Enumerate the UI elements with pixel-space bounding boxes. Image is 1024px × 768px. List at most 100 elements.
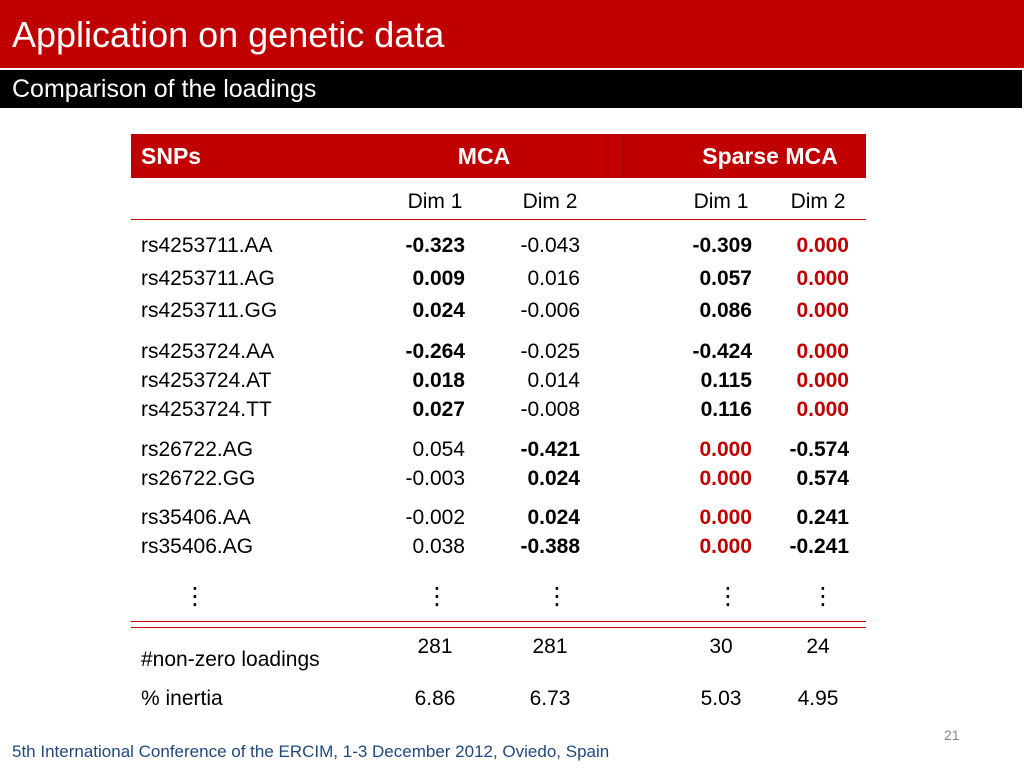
table-row: rs4253711.AA -0.323 -0.043 -0.309 0.000 bbox=[131, 231, 866, 261]
table-row: rs35406.AG 0.038 -0.388 0.000 -0.241 bbox=[131, 532, 866, 562]
sparse-dim2-loading: 0.241 bbox=[796, 506, 849, 529]
mca-dim1-loading: -0.323 bbox=[405, 234, 465, 257]
mca-dim1-loading: 0.024 bbox=[412, 299, 465, 322]
vertical-ellipsis: ⋮ bbox=[183, 582, 207, 610]
sparse-dim2-value: 4.95 bbox=[797, 687, 839, 710]
mca-dim1-loading: -0.003 bbox=[405, 467, 465, 490]
snp-label: rs26722.GG bbox=[141, 467, 256, 490]
sparse-dim2-value: 24 bbox=[806, 635, 830, 658]
sparse-dim2-loading: 0.000 bbox=[796, 267, 849, 290]
header-mca: MCA bbox=[457, 143, 511, 169]
sparse-dim1-loading: 0.000 bbox=[699, 438, 752, 461]
slide-title: Application on genetic data bbox=[12, 14, 445, 55]
sparse-dim1-loading: 0.116 bbox=[700, 398, 752, 421]
sparse-dim1-loading: -0.424 bbox=[692, 340, 752, 363]
snp-label: rs4253724.TT bbox=[141, 398, 272, 421]
table-row: rs4253711.AG 0.009 0.016 0.057 0.000 bbox=[131, 264, 866, 294]
ellipsis-row: ⋮ ⋮ ⋮ ⋮ ⋮ bbox=[131, 581, 866, 611]
footer-text: 5th International Conference of the ERCI… bbox=[12, 742, 610, 761]
mca-dim1-loading: 0.009 bbox=[412, 267, 465, 290]
table-row: rs4253724.AT 0.018 0.014 0.115 0.000 bbox=[131, 366, 866, 396]
subheader-sparse-dim2: Dim 2 bbox=[790, 190, 846, 213]
table-subheader-row: Dim 1 Dim 2 Dim 1 Dim 2 bbox=[131, 187, 866, 217]
sparse-dim1-loading: 0.086 bbox=[699, 299, 752, 322]
mca-dim1-loading: -0.264 bbox=[405, 340, 465, 363]
summary-rule-bottom bbox=[131, 627, 866, 628]
mca-dim2-loading: -0.025 bbox=[520, 340, 580, 363]
summary-rule-top bbox=[131, 621, 866, 622]
sparse-dim1-loading: 0.000 bbox=[699, 506, 752, 529]
snp-label: rs4253711.AG bbox=[141, 267, 275, 290]
mca-dim1-loading: 0.054 bbox=[412, 438, 465, 461]
header-divider bbox=[597, 134, 598, 178]
snp-label: rs4253724.AA bbox=[141, 340, 275, 363]
table-header-row: SNPs MCA Sparse MCA bbox=[131, 134, 866, 178]
snp-label: rs35406.AG bbox=[141, 535, 254, 558]
sparse-dim2-loading: 0.000 bbox=[796, 340, 849, 363]
sparse-dim1-value: 30 bbox=[709, 635, 733, 658]
mca-dim1-loading: 0.038 bbox=[412, 535, 465, 558]
header-sparse-mca: Sparse MCA bbox=[702, 143, 838, 169]
sparse-dim2-loading: 0.574 bbox=[796, 467, 849, 490]
sparse-dim1-loading: -0.309 bbox=[692, 234, 752, 257]
sparse-dim1-loading: 0.115 bbox=[700, 369, 752, 392]
vertical-ellipsis: ⋮ bbox=[811, 582, 835, 610]
mca-dim2-value: 281 bbox=[532, 635, 568, 658]
mca-dim2-value: 6.73 bbox=[529, 687, 571, 710]
header-rule bbox=[131, 219, 866, 220]
vertical-ellipsis: ⋮ bbox=[716, 582, 740, 610]
vertical-ellipsis: ⋮ bbox=[545, 582, 569, 610]
table-row: rs26722.GG -0.003 0.024 0.000 0.574 bbox=[131, 464, 866, 494]
mca-dim2-loading: 0.024 bbox=[527, 506, 580, 529]
mca-dim2-loading: 0.024 bbox=[527, 467, 580, 490]
snp-label: rs35406.AA bbox=[141, 506, 251, 529]
snp-label: rs4253711.AA bbox=[141, 234, 273, 257]
mca-dim1-loading: 0.027 bbox=[412, 398, 465, 421]
mca-dim2-loading: -0.006 bbox=[520, 299, 580, 322]
sparse-dim2-loading: 0.000 bbox=[796, 299, 849, 322]
mca-dim2-loading: 0.016 bbox=[527, 267, 580, 290]
subheader-sparse-dim1: Dim 1 bbox=[693, 190, 749, 213]
mca-dim1-value: 6.86 bbox=[414, 687, 456, 710]
sparse-dim2-loading: 0.000 bbox=[796, 234, 849, 257]
table-row: rs26722.AG 0.054 -0.421 0.000 -0.574 bbox=[131, 435, 866, 465]
snp-label: rs4253724.AT bbox=[141, 369, 272, 392]
summary-label: % inertia bbox=[141, 687, 223, 710]
vertical-ellipsis: ⋮ bbox=[425, 582, 449, 610]
snp-label: rs26722.AG bbox=[141, 438, 254, 461]
sparse-dim2-loading: 0.000 bbox=[796, 369, 849, 392]
summary-label: #non-zero loadings bbox=[141, 648, 320, 671]
subheader-mca-dim2: Dim 2 bbox=[522, 190, 578, 213]
snp-label: rs4253711.GG bbox=[141, 299, 278, 322]
sparse-dim2-loading: 0.000 bbox=[796, 398, 849, 421]
title-bar: Application on genetic data bbox=[0, 0, 1024, 68]
mca-dim2-loading: -0.008 bbox=[520, 398, 580, 421]
mca-dim1-value: 281 bbox=[417, 635, 453, 658]
table-row: rs4253711.GG 0.024 -0.006 0.086 0.000 bbox=[131, 296, 866, 326]
slide-subtitle: Comparison of the loadings bbox=[12, 75, 317, 103]
table-row: rs4253724.TT 0.027 -0.008 0.116 0.000 bbox=[131, 395, 866, 425]
page-number: 21 bbox=[944, 727, 960, 743]
subheader-mca-dim1: Dim 1 bbox=[407, 190, 463, 213]
mca-dim2-loading: -0.043 bbox=[520, 234, 580, 257]
subtitle-bar: Comparison of the loadings bbox=[0, 70, 1022, 108]
table-row: rs35406.AA -0.002 0.024 0.000 0.241 bbox=[131, 503, 866, 533]
mca-dim2-loading: 0.014 bbox=[527, 369, 580, 392]
sparse-dim1-value: 5.03 bbox=[700, 687, 742, 710]
summary-row-inertia: % inertia 6.86 6.73 5.03 4.95 bbox=[131, 684, 866, 714]
sparse-dim1-loading: 0.057 bbox=[699, 267, 752, 290]
mca-dim1-loading: 0.018 bbox=[412, 369, 465, 392]
mca-dim2-loading: -0.388 bbox=[520, 535, 580, 558]
table-row: rs4253724.AA -0.264 -0.025 -0.424 0.000 bbox=[131, 337, 866, 367]
sparse-dim1-loading: 0.000 bbox=[699, 535, 752, 558]
mca-dim2-loading: -0.421 bbox=[520, 438, 580, 461]
sparse-dim1-loading: 0.000 bbox=[699, 467, 752, 490]
loadings-table: SNPs MCA Sparse MCA Dim 1 Dim 2 Dim 1 Di… bbox=[131, 134, 866, 716]
sparse-dim2-loading: -0.574 bbox=[789, 438, 849, 461]
header-divider bbox=[622, 134, 623, 178]
sparse-dim2-loading: -0.241 bbox=[789, 535, 849, 558]
mca-dim1-loading: -0.002 bbox=[405, 506, 465, 529]
summary-row-nonzero: #non-zero loadings 281 281 30 24 bbox=[131, 632, 866, 671]
header-snps: SNPs bbox=[141, 143, 202, 169]
